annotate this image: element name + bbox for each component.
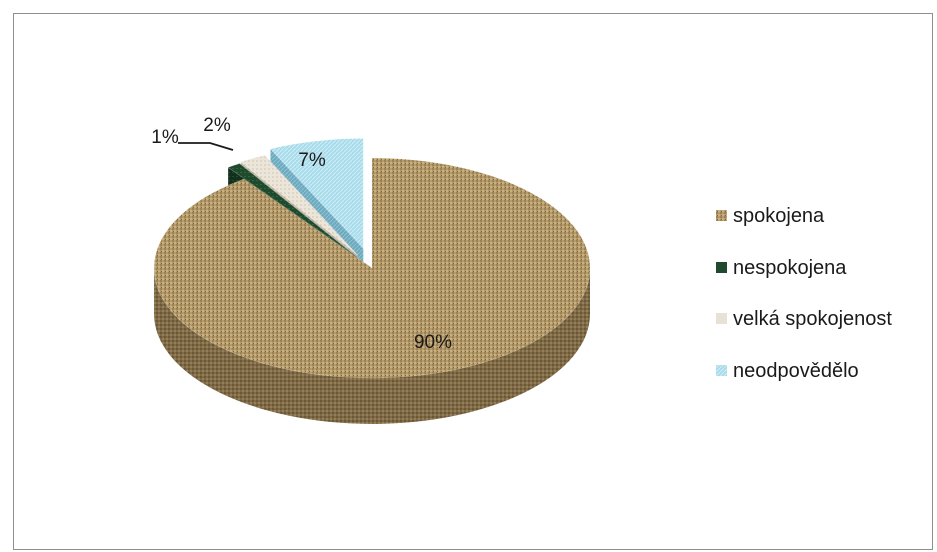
- data-label-nespokojena: 1%: [151, 127, 179, 148]
- legend-label: neodpovědělo: [733, 360, 859, 382]
- data-label-neodpovedelo: 7%: [298, 150, 326, 171]
- legend-item-nespokojena: nespokojena: [716, 257, 847, 279]
- legend-swatch: [716, 262, 727, 273]
- legend: spokojena nespokojena velká spokojenost neo…: [716, 205, 892, 382]
- legend-swatch: [716, 210, 727, 221]
- legend-swatch: [716, 313, 727, 324]
- legend-swatch: [716, 365, 727, 376]
- data-label-spokojena: 90%: [414, 332, 452, 353]
- leader-line: [178, 142, 234, 151]
- pie-slice-spokojena: [153, 157, 591, 424]
- legend-item-spokojena: spokojena: [716, 205, 825, 227]
- legend-label: nespokojena: [733, 257, 847, 279]
- legend-label: velká spokojenost: [733, 308, 892, 330]
- legend-item-neodpovedelo: neodpovědělo: [716, 360, 859, 382]
- legend-label: spokojena: [733, 205, 825, 227]
- legend-item-velka-spokojenost: velká spokojenost: [716, 308, 892, 330]
- data-label-velka-spokojenost: 2%: [203, 115, 231, 136]
